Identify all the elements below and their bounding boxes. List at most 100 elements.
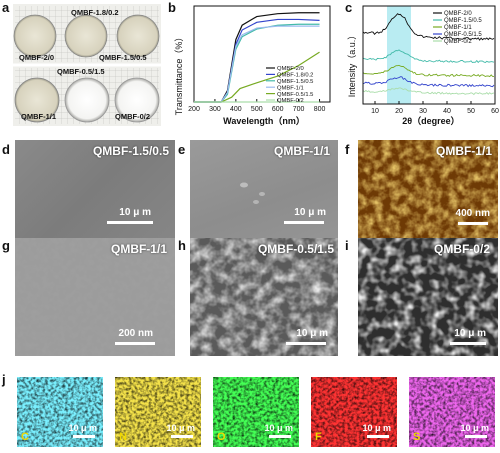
panel-d-letter: d bbox=[2, 142, 10, 157]
x-tick-label: 40 bbox=[443, 108, 451, 115]
scale-bar bbox=[171, 435, 193, 438]
scale-bar bbox=[367, 435, 389, 438]
legend-label: QMBF-2/0 bbox=[444, 11, 472, 17]
scale-label: 10 μ m bbox=[68, 423, 97, 433]
sem-image-d: QMBF-1.5/0.5 10 μ m bbox=[15, 140, 175, 238]
x-tick-label: 600 bbox=[272, 106, 284, 113]
transmittance-chart: 200 300 400 500 600 700 800 QMBF-2/0QMBF-1.8/0.… bbox=[174, 5, 331, 126]
x-axis-label: 2θ（degree） bbox=[402, 116, 459, 126]
scale-label: 200 nm bbox=[118, 328, 153, 339]
panel-a-photo: QMBF-1.8/0.2 QMBF-2/0 QMBF-1.5/0.5 QMBF-… bbox=[13, 4, 161, 126]
series-line bbox=[362, 64, 494, 78]
sem-image-i: QMBF-0/2 10 μ m bbox=[358, 238, 498, 356]
panel-j-letter: j bbox=[2, 372, 6, 387]
series-line bbox=[362, 76, 495, 88]
scale-bar bbox=[107, 221, 153, 224]
panel-a-letter: a bbox=[2, 0, 10, 15]
element-symbol: C bbox=[21, 431, 29, 443]
scale-label: 10 μ m bbox=[166, 423, 195, 433]
legend-label: QMBF-0.5/1.5 bbox=[444, 32, 482, 38]
dish-label: QMBF-1.5/0.5 bbox=[99, 53, 147, 62]
sem-image-e: QMBF-1/1 10 μ m bbox=[190, 140, 338, 238]
scale-label: 10 μ m bbox=[454, 328, 486, 339]
legend-label: QMBF-1.8/0.2 bbox=[277, 73, 313, 79]
x-tick-label: 800 bbox=[314, 106, 326, 113]
series-line bbox=[362, 49, 495, 64]
legend-label: QMBF-0/2 bbox=[277, 98, 304, 104]
sem-image-g: QMBF-1/1 200 nm bbox=[15, 238, 175, 356]
panel-title: QMBF-0.5/1.5 bbox=[257, 242, 334, 256]
panel-title: QMBF-1/1 bbox=[435, 144, 492, 158]
legend-label: QMBF-1/1 bbox=[277, 85, 304, 91]
scale-label: 10 μ m bbox=[294, 207, 326, 218]
element-symbol: S bbox=[413, 431, 421, 443]
scale-label: 10 μ m bbox=[362, 423, 391, 433]
scale-bar bbox=[269, 435, 291, 438]
panel-title: QMBF-1.5/0.5 bbox=[92, 144, 169, 158]
scale-label: 400 nm bbox=[455, 208, 490, 219]
dish-label: QMBF-2/0 bbox=[19, 53, 55, 62]
series-line bbox=[362, 13, 495, 41]
scale-label: 10 μ m bbox=[119, 207, 151, 218]
x-axis-label: Wavelength（nm） bbox=[223, 116, 305, 126]
panel-title: QMBF-0/2 bbox=[433, 242, 490, 256]
afm-image-f: QMBF-1/1 400 nm bbox=[358, 140, 498, 238]
x-tick-label: 300 bbox=[209, 106, 221, 113]
eds-map-c: C 10 μ m bbox=[17, 377, 103, 447]
panel-title: QMBF-1/1 bbox=[110, 242, 167, 256]
panel-e-letter: e bbox=[178, 142, 186, 157]
legend-label: QMBF-1.5/0.5 bbox=[444, 18, 482, 24]
x-tick-label: 500 bbox=[251, 106, 263, 113]
x-tick-label: 60 bbox=[491, 108, 499, 115]
legend-label: QMBF-1/1 bbox=[444, 25, 472, 31]
y-axis-label: Transmittance（%） bbox=[174, 33, 184, 116]
scale-label: 10 μ m bbox=[296, 328, 328, 339]
legend-label: QMBF-1.5/0.5 bbox=[277, 79, 313, 85]
element-symbol: N bbox=[119, 431, 127, 443]
panel-b-letter: b bbox=[168, 0, 176, 15]
scale-bar bbox=[450, 342, 486, 345]
y-axis-label: Intensity（a.u.） bbox=[347, 31, 357, 98]
x-tick-label: 200 bbox=[188, 106, 200, 113]
dish-label: QMBF-0/2 bbox=[115, 112, 151, 121]
xrd-chart: 10 20 30 40 50 60 QMBF-2/0QMBF-1.5/0.5QMBF-1/1… bbox=[347, 5, 499, 126]
x-tick-label: 10 bbox=[371, 108, 379, 115]
panel-g-letter: g bbox=[2, 238, 10, 253]
dish-label: QMBF-1/1 bbox=[21, 112, 57, 121]
panel-title: QMBF-1/1 bbox=[273, 144, 330, 158]
plot-frame bbox=[362, 5, 496, 105]
panel-c-letter: c bbox=[345, 0, 353, 15]
eds-map-f: F 10 μ m bbox=[311, 377, 397, 447]
series-line bbox=[362, 87, 495, 96]
legend-label: QMBF-0.5/1.5 bbox=[277, 92, 313, 98]
legend-label: QMBF-0/2 bbox=[444, 39, 472, 45]
element-symbol: O bbox=[217, 431, 226, 443]
scale-bar bbox=[73, 435, 95, 438]
eds-map-s: S 10 μ m bbox=[409, 377, 495, 447]
panel-h-letter: h bbox=[178, 238, 186, 253]
scale-label: 10 μ m bbox=[460, 423, 489, 433]
scale-bar bbox=[286, 342, 326, 345]
scale-label: 10 μ m bbox=[264, 423, 293, 433]
dish-label: QMBF-1.8/0.2 bbox=[71, 8, 119, 17]
scale-bar bbox=[458, 222, 488, 225]
x-tick-label: 20 bbox=[395, 108, 403, 115]
x-tick-label: 700 bbox=[293, 106, 305, 113]
dish-label: QMBF-0.5/1.5 bbox=[57, 67, 105, 76]
x-tick-label: 400 bbox=[230, 106, 242, 113]
series-line bbox=[194, 51, 320, 103]
element-symbol: F bbox=[315, 431, 322, 443]
petri-dish-photo bbox=[13, 4, 161, 126]
x-tick-label: 50 bbox=[467, 108, 475, 115]
legend-label: QMBF-2/0 bbox=[277, 66, 304, 72]
panel-i-letter: i bbox=[345, 238, 349, 253]
x-tick-label: 30 bbox=[419, 108, 427, 115]
sem-image-h: QMBF-0.5/1.5 10 μ m bbox=[190, 238, 338, 356]
panel-f-letter: f bbox=[345, 142, 350, 157]
eds-map-o: O 10 μ m bbox=[213, 377, 299, 447]
scale-bar bbox=[115, 342, 155, 345]
eds-map-n: N 10 μ m bbox=[115, 377, 201, 447]
scale-bar bbox=[465, 435, 487, 438]
series-line bbox=[194, 25, 320, 103]
scale-bar bbox=[284, 221, 324, 224]
